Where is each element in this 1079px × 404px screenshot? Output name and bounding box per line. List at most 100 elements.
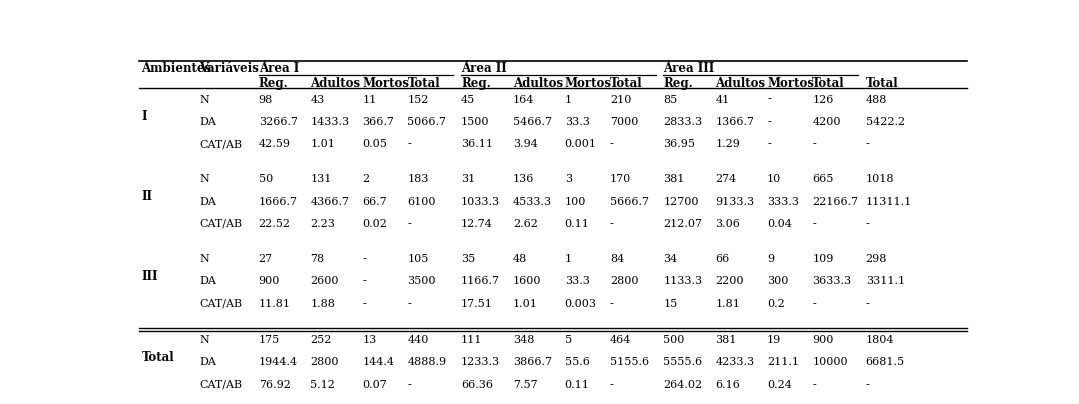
Text: 2.23: 2.23 bbox=[311, 219, 336, 229]
Text: DA: DA bbox=[200, 276, 216, 286]
Text: 2200: 2200 bbox=[715, 276, 743, 286]
Text: 31: 31 bbox=[461, 174, 475, 184]
Text: 0.2: 0.2 bbox=[767, 299, 784, 309]
Text: 381: 381 bbox=[664, 174, 685, 184]
Text: -: - bbox=[767, 117, 770, 127]
Text: 366.7: 366.7 bbox=[363, 117, 394, 127]
Text: N: N bbox=[200, 95, 209, 105]
Text: 6681.5: 6681.5 bbox=[865, 358, 905, 367]
Text: I: I bbox=[141, 110, 147, 123]
Text: 43: 43 bbox=[311, 95, 325, 105]
Text: 3633.3: 3633.3 bbox=[812, 276, 851, 286]
Text: 13: 13 bbox=[363, 335, 377, 345]
Text: 33.3: 33.3 bbox=[564, 117, 589, 127]
Text: 33.3: 33.3 bbox=[564, 276, 589, 286]
Text: 1: 1 bbox=[564, 95, 572, 105]
Text: 10000: 10000 bbox=[812, 358, 848, 367]
Text: 4888.9: 4888.9 bbox=[408, 358, 447, 367]
Text: 183: 183 bbox=[408, 174, 428, 184]
Text: 300: 300 bbox=[767, 276, 789, 286]
Text: 1433.3: 1433.3 bbox=[311, 117, 350, 127]
Text: -: - bbox=[865, 139, 870, 149]
Text: 9: 9 bbox=[767, 254, 775, 264]
Text: 111: 111 bbox=[461, 335, 482, 345]
Text: II: II bbox=[141, 190, 152, 203]
Text: 1166.7: 1166.7 bbox=[461, 276, 500, 286]
Text: 5066.7: 5066.7 bbox=[408, 117, 447, 127]
Text: 2800: 2800 bbox=[610, 276, 639, 286]
Text: 84: 84 bbox=[610, 254, 624, 264]
Text: 100: 100 bbox=[564, 197, 586, 206]
Text: 7000: 7000 bbox=[610, 117, 638, 127]
Text: 50: 50 bbox=[259, 174, 273, 184]
Text: 5.12: 5.12 bbox=[311, 380, 336, 390]
Text: N: N bbox=[200, 254, 209, 264]
Text: 22166.7: 22166.7 bbox=[812, 197, 858, 206]
Text: 1.01: 1.01 bbox=[513, 299, 537, 309]
Text: Área II: Área II bbox=[461, 63, 507, 76]
Text: -: - bbox=[610, 219, 614, 229]
Text: -: - bbox=[610, 380, 614, 390]
Text: 0.05: 0.05 bbox=[363, 139, 387, 149]
Text: 85: 85 bbox=[664, 95, 678, 105]
Text: -: - bbox=[363, 276, 366, 286]
Text: III: III bbox=[141, 270, 158, 283]
Text: 298: 298 bbox=[865, 254, 887, 264]
Text: 19: 19 bbox=[767, 335, 781, 345]
Text: 0.003: 0.003 bbox=[564, 299, 597, 309]
Text: 1133.3: 1133.3 bbox=[664, 276, 702, 286]
Text: CAT/AB: CAT/AB bbox=[200, 139, 243, 149]
Text: -: - bbox=[610, 299, 614, 309]
Text: Total: Total bbox=[812, 77, 845, 90]
Text: 1600: 1600 bbox=[513, 276, 542, 286]
Text: 12.74: 12.74 bbox=[461, 219, 493, 229]
Text: 381: 381 bbox=[715, 335, 737, 345]
Text: 1033.3: 1033.3 bbox=[461, 197, 501, 206]
Text: 1804: 1804 bbox=[865, 335, 894, 345]
Text: 6.16: 6.16 bbox=[715, 380, 740, 390]
Text: 27: 27 bbox=[259, 254, 273, 264]
Text: 144.4: 144.4 bbox=[363, 358, 394, 367]
Text: 10: 10 bbox=[767, 174, 781, 184]
Text: -: - bbox=[363, 299, 366, 309]
Text: 3311.1: 3311.1 bbox=[865, 276, 905, 286]
Text: 1233.3: 1233.3 bbox=[461, 358, 501, 367]
Text: 1.29: 1.29 bbox=[715, 139, 740, 149]
Text: -: - bbox=[812, 219, 816, 229]
Text: 48: 48 bbox=[513, 254, 528, 264]
Text: 9133.3: 9133.3 bbox=[715, 197, 754, 206]
Text: 36.95: 36.95 bbox=[664, 139, 695, 149]
Text: 41: 41 bbox=[715, 95, 729, 105]
Text: 1666.7: 1666.7 bbox=[259, 197, 298, 206]
Text: 3.94: 3.94 bbox=[513, 139, 537, 149]
Text: Ambientes: Ambientes bbox=[141, 63, 211, 76]
Text: N: N bbox=[200, 174, 209, 184]
Text: 0.11: 0.11 bbox=[564, 219, 589, 229]
Text: 665: 665 bbox=[812, 174, 834, 184]
Text: -: - bbox=[610, 139, 614, 149]
Text: DA: DA bbox=[200, 117, 216, 127]
Text: 4366.7: 4366.7 bbox=[311, 197, 350, 206]
Text: 0.02: 0.02 bbox=[363, 219, 387, 229]
Text: 900: 900 bbox=[812, 335, 834, 345]
Text: 22.52: 22.52 bbox=[259, 219, 290, 229]
Text: 2: 2 bbox=[363, 174, 369, 184]
Text: Área I: Área I bbox=[259, 63, 299, 76]
Text: 0.24: 0.24 bbox=[767, 380, 792, 390]
Text: Total: Total bbox=[610, 77, 642, 90]
Text: -: - bbox=[767, 139, 770, 149]
Text: 0.001: 0.001 bbox=[564, 139, 597, 149]
Text: Reg.: Reg. bbox=[259, 77, 288, 90]
Text: -: - bbox=[767, 95, 770, 105]
Text: 78: 78 bbox=[311, 254, 325, 264]
Text: 55.6: 55.6 bbox=[564, 358, 589, 367]
Text: -: - bbox=[812, 299, 816, 309]
Text: 0.04: 0.04 bbox=[767, 219, 792, 229]
Text: 488: 488 bbox=[865, 95, 887, 105]
Text: 1.01: 1.01 bbox=[311, 139, 336, 149]
Text: 5422.2: 5422.2 bbox=[865, 117, 905, 127]
Text: 252: 252 bbox=[311, 335, 332, 345]
Text: Adultos: Adultos bbox=[311, 77, 360, 90]
Text: 2833.3: 2833.3 bbox=[664, 117, 702, 127]
Text: 131: 131 bbox=[311, 174, 332, 184]
